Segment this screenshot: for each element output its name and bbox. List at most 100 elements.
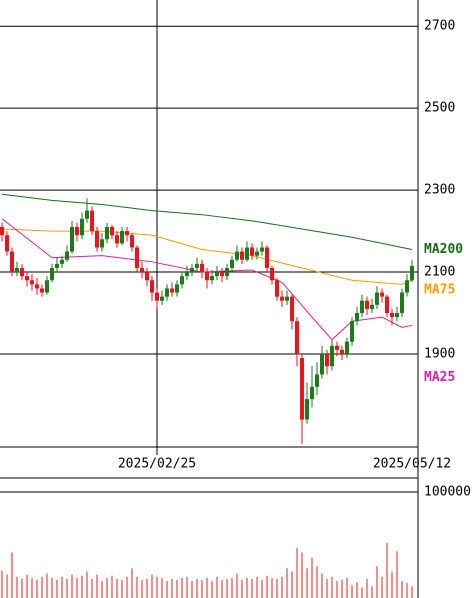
volume-bar: [141, 579, 143, 598]
candle-body: [310, 386, 314, 400]
volume-bar: [411, 586, 413, 598]
candle-body: [60, 259, 64, 264]
volume-bar: [51, 577, 53, 598]
candle-body: [365, 300, 369, 309]
volume-bar: [296, 548, 298, 598]
candle-body: [50, 267, 54, 281]
candle-body: [200, 263, 204, 273]
candle-body: [105, 226, 109, 240]
volume-bar: [326, 578, 328, 598]
volume-bar: [106, 577, 108, 598]
volume-bar: [331, 576, 333, 598]
candle-body: [305, 399, 309, 420]
candle-body: [220, 272, 224, 277]
volume-bar: [336, 581, 338, 598]
candle-body: [395, 313, 399, 318]
candle-body: [385, 296, 389, 314]
volume-bar: [271, 577, 273, 598]
volume-bar: [151, 574, 153, 598]
volume-bar: [71, 574, 73, 598]
volume-bar: [26, 574, 28, 598]
volume-bar: [231, 577, 233, 598]
candle-body: [405, 280, 409, 293]
volume-bar: [161, 577, 163, 598]
y-tick-label: 2300: [424, 183, 455, 198]
volume-bar: [286, 568, 288, 598]
volume-bar: [341, 579, 343, 598]
candle-body: [235, 251, 239, 260]
volume-bar: [406, 583, 408, 598]
candle-body: [100, 239, 104, 248]
candle-body: [30, 280, 34, 285]
volume-bar: [246, 577, 248, 598]
candle-body: [125, 231, 129, 236]
candle-body: [140, 267, 144, 273]
volume-bar: [306, 568, 308, 598]
volume-bar: [396, 551, 398, 598]
volume-bar: [136, 576, 138, 598]
legend-label: MA75: [424, 283, 455, 298]
candle-body: [225, 267, 229, 277]
candle-body: [410, 265, 414, 281]
candle-body: [245, 247, 249, 260]
volume-bar: [111, 575, 113, 598]
candle-body: [55, 263, 59, 268]
volume-bar: [236, 573, 238, 598]
candle-body: [400, 292, 404, 314]
volume-bar: [281, 576, 283, 598]
volume-bar: [401, 581, 403, 598]
volume-bar: [6, 574, 8, 598]
candle-body: [70, 226, 74, 252]
candle-body: [180, 276, 184, 285]
volume-bar: [206, 577, 208, 598]
candle-body: [190, 267, 194, 273]
candle-body: [170, 288, 174, 293]
x-tick-label: 2025/05/12: [373, 457, 451, 472]
volume-bar: [361, 587, 363, 598]
candle-body: [185, 272, 189, 277]
volume-bar: [376, 566, 378, 598]
volume-bar: [186, 576, 188, 598]
candle-body: [280, 296, 284, 301]
candle-body: [160, 296, 164, 301]
candle-body: [90, 210, 94, 232]
candle-body: [335, 345, 339, 350]
volume-bar: [96, 574, 98, 598]
candle-body: [355, 313, 359, 322]
candle-body: [275, 280, 279, 297]
volume-bar: [261, 579, 263, 598]
candle-body: [130, 235, 134, 248]
volume-bar: [81, 575, 83, 598]
volume-bar: [291, 571, 293, 598]
candle-body: [345, 341, 349, 354]
candle-body: [75, 226, 79, 236]
candle-body: [215, 272, 219, 277]
volume-bar: [21, 578, 23, 598]
candle-body: [205, 272, 209, 281]
volume-bar: [371, 586, 373, 598]
y-tick-label: 2500: [424, 101, 455, 116]
candle-body: [240, 251, 244, 260]
x-tick-label: 2025/02/25: [118, 457, 196, 472]
volume-bar: [11, 552, 13, 598]
volume-bar: [366, 578, 368, 598]
volume-bar: [221, 579, 223, 598]
volume-bar: [76, 577, 78, 598]
volume-bar: [226, 578, 228, 598]
candle-body: [135, 247, 139, 268]
volume-bar: [126, 576, 128, 598]
candle-body: [360, 300, 364, 314]
candle-body: [115, 235, 119, 244]
candle-body: [330, 345, 334, 367]
candle-body: [265, 247, 269, 268]
volume-bar: [31, 577, 33, 598]
volume-bar: [211, 581, 213, 598]
volume-bar: [1, 570, 3, 598]
volume-bar: [36, 579, 38, 598]
candle-body: [80, 218, 84, 236]
volume-bar: [66, 578, 68, 598]
volume-bar: [356, 582, 358, 598]
candle-body: [5, 235, 9, 252]
volume-bar: [321, 573, 323, 598]
volume-bar: [176, 579, 178, 598]
